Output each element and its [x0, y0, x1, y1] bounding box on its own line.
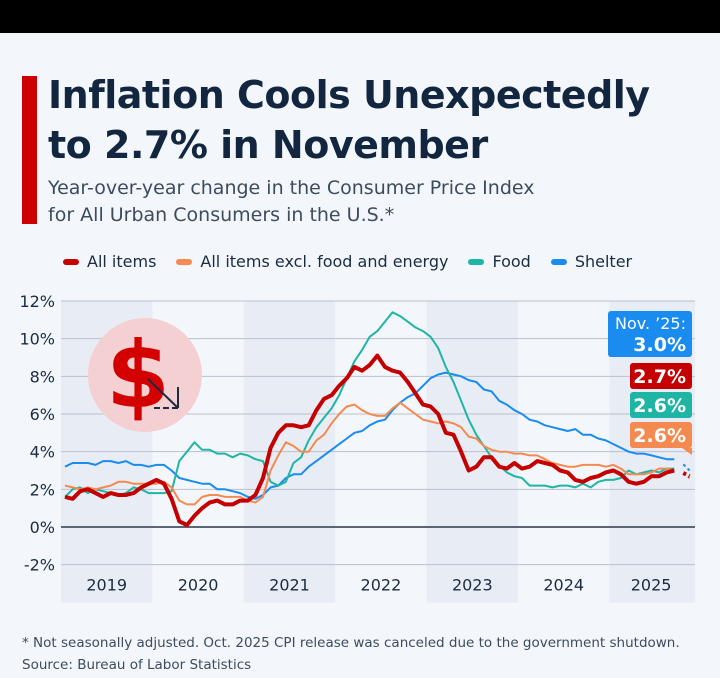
y-tick-label: 4%: [30, 443, 55, 462]
end-label-box: [630, 392, 692, 418]
y-tick-label: 0%: [30, 518, 55, 537]
end-value-label: 2.6%: [630, 392, 692, 418]
subtitle-line-1: Year-over-year change in the Consumer Pr…: [48, 177, 535, 199]
legend-swatch: [468, 258, 485, 265]
footnote-source: Source: Bureau of Labor Statistics: [22, 657, 252, 673]
legend-swatch: [63, 258, 79, 265]
y-tick-label: -2%: [24, 556, 55, 575]
subtitle: Year-over-year change in the Consumer Pr…: [48, 175, 535, 229]
y-tick-label: 12%: [19, 292, 55, 311]
legend-item-food: Food: [468, 252, 531, 271]
y-tick-label: 8%: [30, 367, 55, 386]
x-tick-label: 2025: [631, 576, 672, 595]
x-tick-label: 2024: [543, 576, 584, 595]
legend-label: All items: [87, 252, 157, 271]
legend-item-all-items: All items: [63, 252, 156, 271]
legend-label: All items excl. food and energy: [200, 252, 449, 271]
title-line-2: to 2.7% in November: [48, 123, 488, 167]
x-tick-label: 2019: [86, 576, 127, 595]
series-line-shelter: [64, 371, 675, 500]
legend-item-core: All items excl. food and energy: [176, 252, 448, 271]
x-tick-label: 2023: [452, 576, 493, 595]
dollar-down-icon: $: [88, 318, 202, 432]
end-label-value: 2.6%: [633, 395, 686, 417]
legend-label: Shelter: [574, 252, 633, 271]
series-line-all-items-excl-food-and-energy: [64, 401, 675, 506]
x-tick-label: 2020: [178, 576, 219, 595]
end-label-value: 3.0%: [633, 334, 686, 356]
legend-swatch: [176, 258, 193, 265]
legend-item-shelter: Shelter: [550, 252, 633, 271]
end-value-label: Nov. ’25:3.0%: [608, 311, 692, 357]
x-tick-label: 2021: [269, 576, 310, 595]
series-last-point: [682, 463, 691, 472]
end-label-box: [630, 363, 692, 389]
chart-legend: All items All items excl. food and energ…: [63, 252, 632, 271]
end-label-date: Nov. ’25:: [615, 314, 686, 333]
footnote-note: * Not seasonally adjusted. Oct. 2025 CPI…: [22, 635, 680, 651]
svg-text:$: $: [106, 322, 170, 429]
top-bar: [0, 0, 720, 33]
subtitle-line-2: for All Urban Consumers in the U.S.*: [48, 204, 395, 226]
y-tick-label: 10%: [19, 330, 55, 349]
end-label-value: 2.6%: [633, 425, 686, 447]
legend-label: Food: [492, 252, 531, 271]
end-label-box: [608, 311, 692, 357]
title-accent-bar: [22, 76, 37, 224]
y-tick-label: 2%: [30, 480, 55, 499]
footnote: * Not seasonally adjusted. Oct. 2025 CPI…: [22, 632, 680, 676]
end-label-box: [630, 422, 692, 448]
end-label-value: 2.7%: [633, 366, 686, 388]
end-value-label: 2.6%: [630, 422, 692, 455]
legend-swatch: [550, 258, 567, 265]
end-value-label: 2.7%: [630, 363, 692, 389]
line-chart: 12% 10% 8% 6% 4% 2% 0% -2% 2019 2020 2021 2022 2023…: [19, 292, 695, 603]
series-line-all-items: [64, 353, 675, 528]
end-label-pointer: [682, 448, 692, 455]
title-line-1: Inflation Cools Unexpectedly: [48, 73, 650, 117]
series-last-point: [682, 471, 691, 478]
page-title: Inflation Cools Unexpectedly to 2.7% in …: [48, 70, 650, 170]
y-tick-label: 6%: [30, 405, 55, 424]
x-tick-label: 2022: [361, 576, 402, 595]
